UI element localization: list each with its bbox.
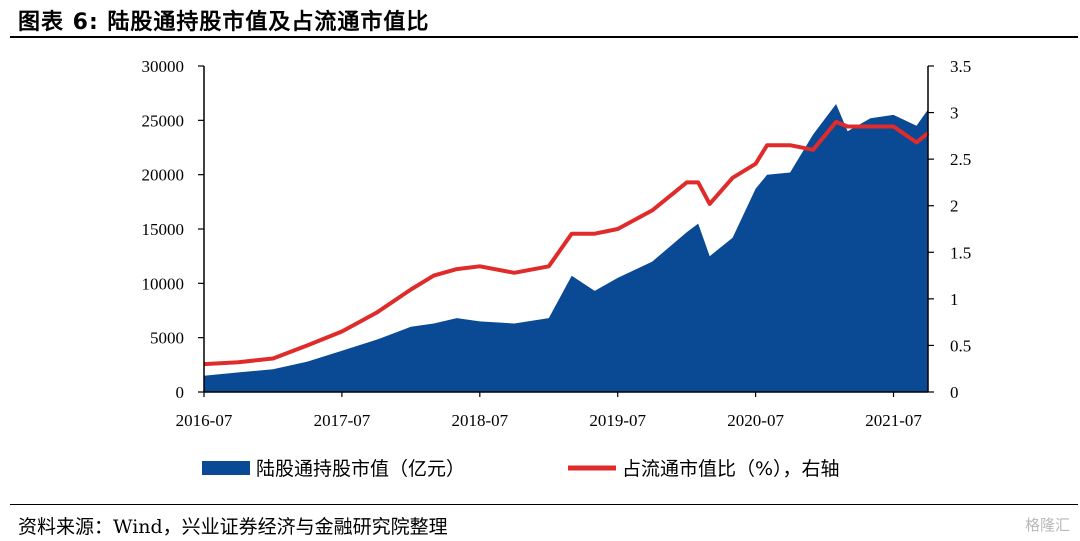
y-left-tick-label: 20000 bbox=[142, 166, 185, 185]
x-tick-label: 2018-07 bbox=[451, 411, 508, 430]
y-right-tick-label: 3.5 bbox=[950, 57, 971, 76]
x-tick-label: 2019-07 bbox=[589, 411, 646, 430]
y-right-tick-label: 1.5 bbox=[950, 243, 971, 262]
footer-rule bbox=[10, 504, 1078, 505]
legend: 陆股通持股市值（亿元） 占流通市值比（%），右轴 bbox=[202, 458, 840, 480]
line-series-layer bbox=[203, 119, 930, 367]
y-right-tick-label: 0.5 bbox=[950, 336, 971, 355]
x-tick-label: 2021-07 bbox=[865, 411, 922, 430]
x-tick-label: 2017-07 bbox=[314, 411, 371, 430]
area-series-layer bbox=[204, 104, 928, 392]
y-left-tick-label: 5000 bbox=[150, 329, 184, 348]
y-left-tick-label: 0 bbox=[176, 383, 185, 402]
y-left-tick-label: 10000 bbox=[142, 274, 185, 293]
y-left-tick-label: 15000 bbox=[142, 220, 185, 239]
x-tick-label: 2016-07 bbox=[176, 411, 233, 430]
y-right-tick-label: 1 bbox=[950, 290, 959, 309]
watermark: 格隆汇 bbox=[1024, 516, 1070, 534]
y-right-tick-label: 2.5 bbox=[950, 150, 971, 169]
y-left-tick-label: 25000 bbox=[142, 111, 185, 130]
x-tick-label: 2020-07 bbox=[727, 411, 784, 430]
series-holding-value-area bbox=[204, 104, 928, 392]
title-rule bbox=[10, 36, 1078, 38]
y-right-tick-label: 0 bbox=[950, 383, 959, 402]
legend-swatch-area bbox=[202, 461, 250, 475]
axes-layer: 0 5000 10000 15000 20000 25000 30000 0 0.5 1 1.5 2 2… bbox=[142, 57, 972, 430]
legend-label-area: 陆股通持股市值（亿元） bbox=[256, 458, 465, 480]
y-right-tick-label: 3 bbox=[950, 104, 959, 123]
legend-label-line: 占流通市值比（%），右轴 bbox=[622, 458, 840, 480]
source-note: 资料来源：Wind，兴业证券经济与金融研究院整理 bbox=[18, 516, 448, 538]
figure-title: 图表 6: 陆股通持股市值及占流通市值比 bbox=[18, 10, 430, 35]
series-share-ratio-line bbox=[203, 119, 930, 367]
y-right-tick-label: 2 bbox=[950, 197, 959, 216]
y-left-tick-label: 30000 bbox=[142, 57, 185, 76]
